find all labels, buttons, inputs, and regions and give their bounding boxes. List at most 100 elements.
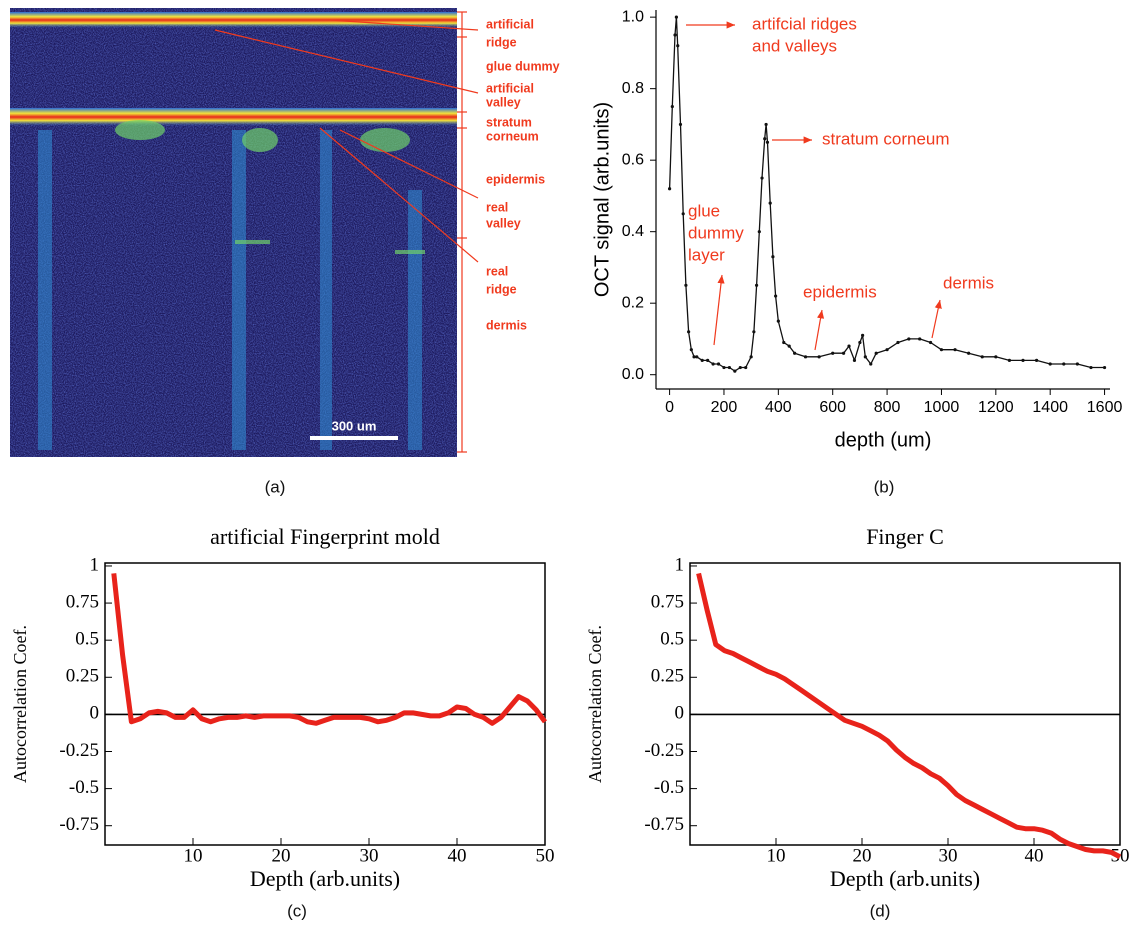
data-point [858,340,862,345]
data-point [684,283,688,287]
y-tick-label: 0.0 [622,366,644,383]
annotation: stratum corneum [822,129,950,148]
data-point [861,333,865,337]
data-point [994,355,998,359]
y-tick-label: -0.75 [644,814,684,835]
y-axis-label: Autocorrelation Coef. [10,625,30,783]
data-point [749,355,753,359]
x-tick-label: 0 [665,399,674,416]
y-tick-label: 0.8 [622,80,644,97]
data-point [852,358,857,362]
layer-label: valley [486,95,521,109]
y-tick-label: 0.2 [622,294,644,311]
y-tick-label: 0.5 [75,629,99,650]
y-tick-label: 0.75 [651,591,684,612]
data-point [774,294,778,298]
data-point [841,351,846,355]
x-tick-label: 1600 [1087,399,1123,416]
y-tick-label: 0.25 [651,666,684,687]
y-tick-label: -0.25 [59,740,99,761]
data-point [673,33,677,37]
layer-label: corneum [486,129,539,143]
layer-label: stratum [486,115,532,129]
x-tick-label: 1000 [924,399,960,416]
data-point [763,137,767,141]
y-tick-label: -0.75 [59,814,99,835]
data-point [793,351,797,355]
data-point [863,355,867,359]
data-point [695,355,699,359]
data-point [918,337,922,341]
x-tick-label: 40 [448,845,467,866]
y-tick-label: 0.75 [66,591,99,612]
y-tick-label: 0 [675,703,685,724]
plot-frame [689,562,1121,846]
data-point [771,255,775,259]
x-axis-label: Depth (arb.units) [830,866,980,891]
y-tick-label: -0.5 [69,777,99,798]
data-point [711,362,715,366]
scale-bar-label: 300 um [332,418,377,433]
data-point [764,122,768,127]
data-point [1102,365,1107,370]
data-point [776,319,780,323]
y-tick-label: 0 [90,703,100,724]
data-point [681,212,685,216]
plot-frame [104,562,546,846]
data-point [869,362,873,366]
y-axis-label: Autocorrelation Coef. [585,625,605,783]
layer-label: valley [486,216,521,230]
data-point [1089,365,1093,370]
data-point [782,340,786,345]
x-tick-label: 400 [765,399,792,416]
data-point [689,348,693,352]
y-tick-label: 0.4 [622,223,644,240]
data-point [752,330,756,334]
data-point [1021,358,1025,362]
layer-label: ridge [486,282,517,296]
annotation-arrows [686,21,942,351]
data-point [692,355,696,359]
data-point [716,362,721,366]
data-point [953,348,957,352]
annotation: dummy [688,223,744,242]
data-point [706,358,710,362]
data-point [754,283,759,287]
data-point [967,351,971,355]
x-tick-label: 1400 [1032,399,1068,416]
data-point [1075,362,1079,366]
data-line [668,16,1105,372]
data-point [760,176,764,180]
data-point [678,122,683,127]
caption: (b) [874,477,895,496]
x-axis-label: Depth (arb.units) [250,866,400,891]
data-point [1034,358,1039,362]
data-point [722,365,726,370]
data-point [727,365,732,370]
x-tick-label: 20 [272,845,291,866]
x-axis-label: depth (um) [835,429,932,451]
caption: (a) [265,477,286,496]
caption: (d) [870,901,891,920]
layer-label: epidermis [486,172,545,186]
data-point [738,365,742,370]
x-tick-label: 10 [184,845,203,866]
annotation: artifcial ridges [752,14,857,33]
annotation: layer [688,245,725,264]
annotation: epidermis [803,282,877,301]
chart-title: Finger C [866,524,944,549]
data-point [676,44,680,48]
x-tick-label: 600 [819,399,846,416]
data-point [1062,362,1066,366]
layer-label: glue dummy [486,59,560,73]
y-tick-label: 1.0 [622,8,644,25]
data-point [928,340,933,345]
layer-label: dermis [486,318,527,332]
chart-title: artificial Fingerprint mold [210,524,440,549]
data-point [980,355,984,359]
layer-label: real [486,200,508,214]
data-point [907,337,911,341]
layer-label: real [486,264,508,278]
data-line [111,573,548,726]
y-tick-label: 1 [90,554,100,575]
